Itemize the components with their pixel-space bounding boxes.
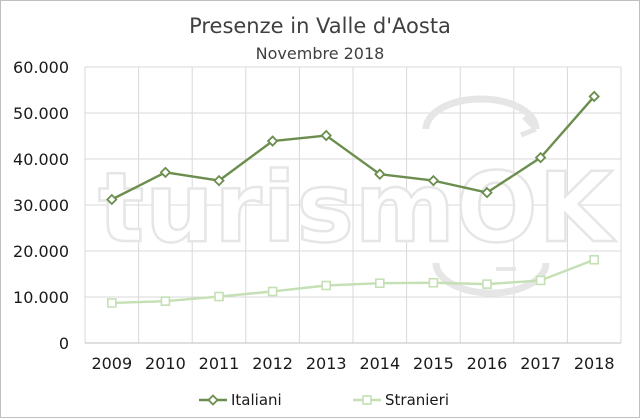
data-point bbox=[107, 298, 117, 308]
chart-subtitle: Novembre 2018 bbox=[256, 44, 385, 63]
watermark-arrowhead-top bbox=[520, 115, 538, 138]
data-point bbox=[159, 166, 172, 179]
data-point bbox=[267, 286, 278, 297]
data-point bbox=[213, 174, 225, 187]
x-tick-label: 2009 bbox=[91, 354, 132, 373]
data-point bbox=[321, 280, 332, 291]
y-tick-label: 30.000 bbox=[13, 196, 69, 215]
x-tick-label: 2018 bbox=[574, 354, 615, 373]
legend-label: Stranieri bbox=[385, 391, 449, 409]
gridlines bbox=[84, 66, 622, 343]
watermark-arrow-top bbox=[422, 95, 540, 130]
data-point bbox=[535, 275, 546, 286]
series-1 bbox=[107, 254, 600, 308]
axes: 0 10.000 20.000 30.000 40.000 50.000 60.000 200… bbox=[13, 58, 621, 373]
y-tick-label: 20.000 bbox=[13, 242, 69, 261]
y-tick-label: 10.000 bbox=[13, 288, 69, 307]
data-point bbox=[588, 90, 600, 103]
x-tick-label: 2012 bbox=[252, 354, 293, 373]
x-tick-label: 2011 bbox=[199, 354, 240, 373]
y-tick-label: 0 bbox=[59, 334, 69, 353]
legend-swatch-marker bbox=[207, 394, 219, 406]
data-point bbox=[482, 279, 492, 289]
data-point bbox=[214, 291, 224, 302]
series-0 bbox=[106, 90, 600, 206]
series-line bbox=[111, 95, 596, 201]
data-point bbox=[374, 278, 385, 289]
y-tick-label: 40.000 bbox=[13, 150, 69, 169]
y-tick-label: 60.000 bbox=[13, 58, 69, 77]
legend: Italiani Stranieri bbox=[199, 391, 449, 409]
series-line bbox=[111, 258, 595, 305]
series bbox=[106, 90, 600, 308]
x-tick-label: 2013 bbox=[306, 354, 347, 373]
x-tick-label: 2014 bbox=[359, 354, 400, 373]
data-point bbox=[481, 186, 493, 199]
data-point bbox=[534, 151, 547, 164]
data-point bbox=[160, 296, 171, 306]
x-tick-label: 2015 bbox=[413, 354, 454, 373]
data-point bbox=[320, 129, 332, 142]
data-point bbox=[266, 135, 279, 147]
y-tick-label: 50.000 bbox=[13, 104, 69, 123]
data-point bbox=[374, 168, 386, 180]
chart-title: Presenze in Valle d'Aosta bbox=[189, 14, 451, 38]
legend-item: Stranieri bbox=[353, 391, 449, 409]
watermark: turismOK bbox=[97, 95, 617, 297]
data-point bbox=[589, 254, 600, 265]
data-point bbox=[106, 193, 118, 206]
data-point bbox=[428, 277, 439, 288]
watermark-text: turismOK bbox=[98, 152, 616, 264]
x-tick-label: 2010 bbox=[145, 354, 186, 373]
data-point bbox=[427, 174, 440, 187]
legend-item: Italiani bbox=[199, 391, 282, 409]
x-tick-label: 2017 bbox=[520, 354, 561, 373]
x-tick-label: 2016 bbox=[467, 354, 508, 373]
legend-swatch-marker bbox=[362, 395, 372, 405]
legend-label: Italiani bbox=[231, 391, 282, 409]
